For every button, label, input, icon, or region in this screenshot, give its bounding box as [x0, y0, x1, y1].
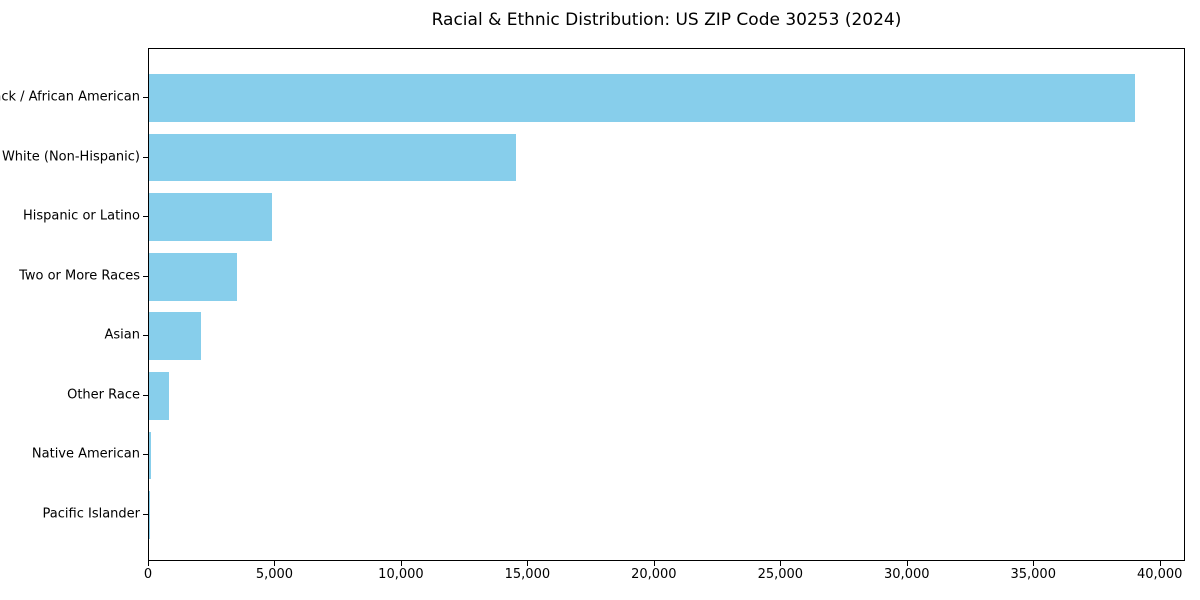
y-tick-mark	[143, 394, 148, 396]
x-tick-mark	[400, 561, 402, 566]
bar	[149, 252, 237, 301]
y-tick-label: Native American	[31, 446, 140, 462]
x-tick-mark	[1159, 561, 1161, 566]
y-tick-label: Other Race	[67, 387, 140, 403]
x-tick-label: 40,000	[1136, 567, 1183, 582]
x-tick-mark	[148, 561, 149, 566]
y-tick-label: Black / African American	[0, 89, 140, 105]
bar	[149, 133, 516, 182]
x-tick-label: 35,000	[1010, 567, 1056, 582]
x-tick-label: 20,000	[631, 567, 677, 582]
x-tick-mark	[780, 561, 782, 566]
y-tick-mark	[143, 335, 148, 337]
bar	[149, 193, 272, 241]
bar	[149, 312, 201, 361]
y-tick-label: Hispanic or Latino	[22, 208, 140, 224]
bar	[149, 431, 151, 480]
y-tick-label: White (Non-Hispanic)	[1, 149, 140, 165]
x-tick-mark	[653, 561, 655, 566]
x-tick-label: 5,000	[255, 567, 294, 582]
y-tick-label: Two or More Races	[19, 268, 140, 284]
x-tick-mark	[274, 561, 276, 566]
x-tick-mark	[527, 561, 529, 566]
x-tick-mark	[906, 561, 908, 566]
x-tick-label: 0	[143, 567, 153, 582]
chart-title: Racial & Ethnic Distribution: US ZIP Cod…	[431, 10, 902, 30]
y-tick-label: Pacific Islander	[42, 506, 140, 522]
y-tick-label: Asian	[104, 327, 140, 343]
y-tick-mark	[143, 275, 148, 277]
x-tick-mark	[1033, 561, 1035, 566]
plot-area	[148, 48, 1185, 561]
bar	[149, 74, 1136, 122]
bar	[149, 372, 169, 420]
y-tick-mark	[143, 454, 148, 456]
y-tick-mark	[143, 156, 148, 158]
y-tick-mark	[143, 97, 148, 98]
x-tick-label: 30,000	[884, 567, 930, 582]
y-tick-mark	[143, 513, 148, 515]
x-tick-label: 25,000	[757, 567, 804, 582]
x-tick-label: 10,000	[378, 567, 424, 582]
y-tick-mark	[143, 216, 148, 218]
bar	[149, 491, 150, 539]
x-tick-label: 15,000	[504, 567, 551, 582]
